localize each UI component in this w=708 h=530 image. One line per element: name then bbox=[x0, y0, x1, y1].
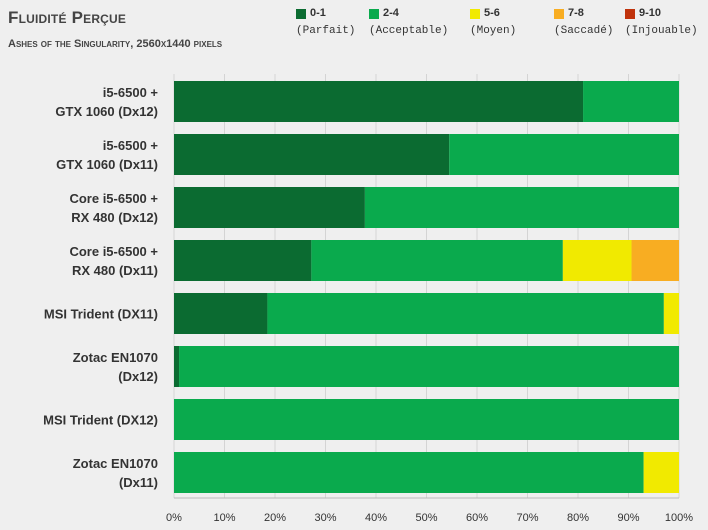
legend-label-5-6: 5-6 bbox=[484, 7, 500, 19]
x-tick-label: 100% bbox=[665, 512, 693, 524]
category-label: MSI Trident (DX12) bbox=[43, 413, 158, 428]
bar-segment bbox=[174, 293, 268, 334]
bar-segment bbox=[631, 240, 679, 281]
category-label: Core i5-6500 + bbox=[69, 244, 158, 259]
category-label: RX 480 (Dx12) bbox=[71, 210, 158, 225]
bar-segment bbox=[643, 452, 679, 493]
chart-title: Fluidité Perçue bbox=[8, 8, 127, 27]
legend-swatch-7-8 bbox=[554, 9, 564, 19]
legend-sublabel-9-10: (Injouable) bbox=[625, 25, 698, 37]
bar-segment bbox=[174, 452, 644, 493]
x-tick-label: 40% bbox=[365, 512, 387, 524]
legend-sublabel-7-8: (Saccadé) bbox=[554, 25, 614, 37]
category-label: Core i5-6500 + bbox=[69, 191, 158, 206]
legend-swatch-2-4 bbox=[369, 9, 379, 19]
legend-label-2-4: 2-4 bbox=[383, 7, 399, 19]
legend-sublabel-2-4: (Acceptable) bbox=[369, 25, 449, 37]
x-tick-label: 60% bbox=[466, 512, 488, 524]
category-label: (Dx12) bbox=[118, 369, 158, 384]
category-label: Zotac EN1070 bbox=[73, 456, 158, 471]
x-tick-label: 80% bbox=[567, 512, 589, 524]
x-tick-label: 0% bbox=[166, 512, 182, 524]
bar-segment bbox=[449, 134, 679, 175]
bar-segment bbox=[267, 293, 664, 334]
category-label: Zotac EN1070 bbox=[73, 350, 158, 365]
x-tick-label: 90% bbox=[617, 512, 639, 524]
x-tick-label: 70% bbox=[516, 512, 538, 524]
bar-segment bbox=[174, 134, 450, 175]
bar-segment bbox=[179, 346, 680, 387]
legend-swatch-9-10 bbox=[625, 9, 635, 19]
category-label: i5-6500 + bbox=[103, 138, 159, 153]
category-label: RX 480 (Dx11) bbox=[72, 263, 158, 278]
legend-label-9-10: 9-10 bbox=[639, 7, 662, 19]
legend-label-0-1: 0-1 bbox=[310, 7, 326, 19]
bar-segment bbox=[311, 240, 563, 281]
bar-segment bbox=[583, 81, 679, 122]
legend-sublabel-0-1: (Parfait) bbox=[296, 25, 356, 37]
legend-swatch-0-1 bbox=[296, 9, 306, 19]
chart-subtitle: Ashes of the Singularity, 2560x1440 pixe… bbox=[8, 38, 223, 50]
category-label: (Dx11) bbox=[119, 475, 158, 490]
x-tick-label: 30% bbox=[314, 512, 336, 524]
legend-sublabel-5-6: (Moyen) bbox=[470, 25, 517, 37]
bar-segment bbox=[174, 81, 584, 122]
bar-segment bbox=[174, 399, 679, 440]
x-tick-label: 50% bbox=[415, 512, 437, 524]
category-label: i5-6500 + bbox=[103, 85, 159, 100]
category-label: GTX 1060 (Dx11) bbox=[56, 157, 158, 172]
x-tick-label: 10% bbox=[213, 512, 235, 524]
bar-segment bbox=[174, 187, 365, 228]
category-label: GTX 1060 (Dx12) bbox=[55, 104, 158, 119]
bar-segment bbox=[562, 240, 632, 281]
bar-segment bbox=[174, 346, 180, 387]
bar-segment bbox=[364, 187, 679, 228]
bar-segment bbox=[663, 293, 679, 334]
category-label: MSI Trident (DX11) bbox=[44, 307, 158, 322]
bar-segment bbox=[174, 240, 312, 281]
x-tick-label: 20% bbox=[264, 512, 286, 524]
legend-swatch-5-6 bbox=[470, 9, 480, 19]
legend-label-7-8: 7-8 bbox=[568, 7, 584, 19]
